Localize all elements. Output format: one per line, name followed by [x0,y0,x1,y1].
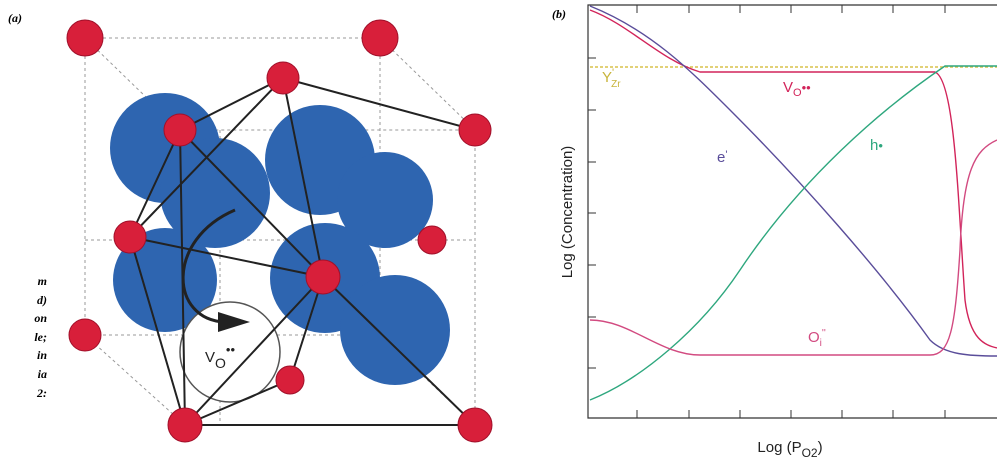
yttrium-label: Y'Zr [602,67,621,90]
label-sup: ' [612,67,614,79]
label-sub: O2 [802,446,818,460]
panel-a: (a) VO•• [8,11,492,442]
label-sup: ' [725,149,727,161]
vacancy-curve [590,10,997,348]
caption-fragment: 2: [36,386,47,400]
label-sup: •• [802,80,812,95]
label-base: V [205,349,215,366]
caption-fragment: ia [38,367,47,381]
caption-fragment: in [37,348,47,362]
label-base: O [808,329,820,346]
vacancy-curve-label: VO•• [783,79,811,99]
label-sup: •• [226,342,236,357]
electron-curve [590,6,997,356]
hole-label: h• [870,137,883,154]
label-sub: i [820,338,822,349]
panel-label: (b) [552,7,566,21]
label-sup: • [878,138,883,153]
label-sup: '' [822,328,826,339]
caption: m d) on le; in ia 2: [34,274,47,400]
label-sub: O [215,355,226,371]
caption-fragment: on [34,311,47,325]
label-base: h [870,137,878,154]
label-base: Log (P [757,439,801,456]
caption-fragment: le; [34,330,47,344]
panel-label: (a) [8,11,22,25]
interstitial-curve [590,140,997,355]
caption-fragment: d) [37,293,47,307]
label-sub: Zr [611,79,621,90]
hole-curve [590,66,997,400]
electron-label: e' [717,149,727,166]
y-axis-label: Log (Concentration) [559,146,576,279]
label-base: V [783,79,793,96]
label-base: e [717,149,725,166]
label-close: ) [818,439,823,456]
x-axis-label: Log (PO2) [757,439,822,460]
figure: m d) on le; in ia 2: (a) VO•• [0,0,997,463]
interstitial-label: Oi'' [808,328,826,349]
caption-fragment: m [38,274,47,288]
curve-labels: Y'Zr VO•• h• e' Oi'' [602,67,883,349]
curves [590,6,997,400]
panel-b: (b) Log (Concentration) Log (PO2) Y'Zr V… [552,5,997,460]
